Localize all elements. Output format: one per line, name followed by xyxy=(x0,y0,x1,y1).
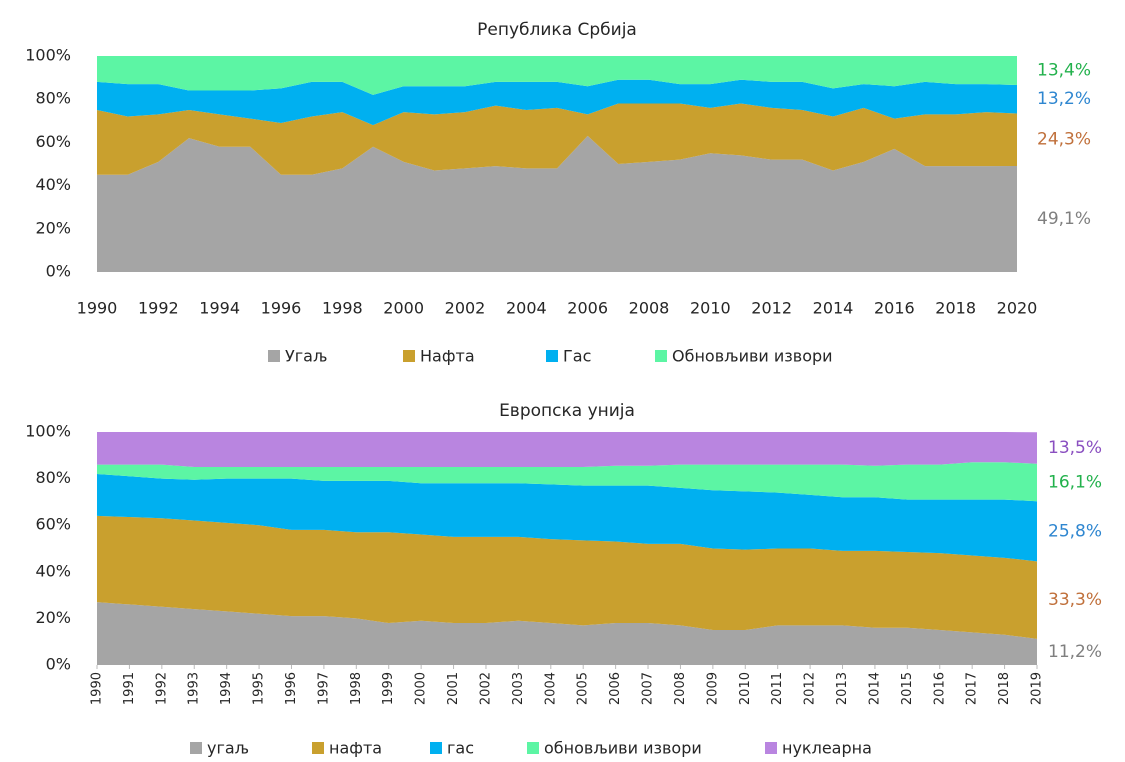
x-tick-label: 2009 xyxy=(705,672,720,705)
x-tick-label: 2017 xyxy=(965,672,980,705)
x-tick-label: 2020 xyxy=(997,299,1038,318)
x-tick-label: 2008 xyxy=(673,672,688,705)
x-tick-label: 1992 xyxy=(154,672,169,705)
area xyxy=(97,515,1037,639)
legend-label: угаљ xyxy=(207,739,249,758)
legend-swatch xyxy=(655,350,667,362)
x-tick-label: 2002 xyxy=(478,672,493,705)
y-tick-label: 40% xyxy=(35,175,71,194)
x-tick-label: 2018 xyxy=(997,672,1012,705)
legend-swatch xyxy=(546,350,558,362)
y-tick-label: 20% xyxy=(35,218,71,237)
y-tick-label: 100% xyxy=(25,46,71,65)
value-label: 49,1% xyxy=(1037,209,1091,229)
x-tick-label: 1994 xyxy=(219,672,234,705)
x-tick-label: 1993 xyxy=(187,672,202,705)
legend-label: нуклеарна xyxy=(782,739,872,758)
value-label: 13,2% xyxy=(1037,89,1091,109)
area xyxy=(97,103,1017,175)
x-tick-label: 2013 xyxy=(835,672,850,705)
x-tick-label: 2012 xyxy=(803,672,818,705)
x-tick-label: 1990 xyxy=(77,299,118,318)
legend-swatch xyxy=(527,742,539,754)
x-tick-label: 2010 xyxy=(690,299,731,318)
x-tick-label: 1997 xyxy=(316,672,331,705)
chart-title: Европска унија xyxy=(499,401,635,421)
x-tick-label: 1999 xyxy=(381,672,396,705)
y-tick-label: 80% xyxy=(35,89,71,108)
y-tick-label: 0% xyxy=(46,262,71,281)
area xyxy=(97,462,1037,502)
x-tick-label: 2014 xyxy=(867,672,882,705)
area xyxy=(97,135,1017,272)
y-tick-label: 40% xyxy=(35,561,71,580)
legend-swatch xyxy=(268,350,280,362)
x-tick-label: 1998 xyxy=(349,672,364,705)
legend-label: Нафта xyxy=(420,347,475,366)
value-label: 16,1% xyxy=(1048,472,1102,492)
x-tick-label: 2004 xyxy=(506,299,547,318)
y-tick-label: 20% xyxy=(35,608,71,627)
area xyxy=(97,432,1037,467)
x-tick-label: 2015 xyxy=(900,672,915,705)
x-tick-label: 2001 xyxy=(446,672,461,705)
x-tick-label: 2012 xyxy=(751,299,792,318)
legend-label: Гас xyxy=(563,347,591,366)
y-tick-label: 0% xyxy=(46,655,71,674)
x-tick-label: 1991 xyxy=(122,672,137,705)
x-tick-label: 2003 xyxy=(511,672,526,705)
x-tick-label: 2019 xyxy=(1030,672,1045,705)
value-label: 33,3% xyxy=(1048,590,1102,610)
legend-swatch xyxy=(312,742,324,754)
legend-label: обновљиви извори xyxy=(544,739,702,758)
x-tick-label: 2008 xyxy=(629,299,670,318)
x-tick-label: 1996 xyxy=(261,299,302,318)
x-tick-label: 2002 xyxy=(445,299,486,318)
x-tick-label: 1996 xyxy=(284,672,299,705)
y-tick-label: 100% xyxy=(25,422,71,441)
x-tick-label: 1995 xyxy=(252,672,267,705)
x-tick-label: 2010 xyxy=(738,672,753,705)
value-label: 13,5% xyxy=(1048,438,1102,458)
chart-title: Република Србија xyxy=(477,20,637,40)
value-label: 25,8% xyxy=(1048,521,1102,541)
x-tick-label: 2016 xyxy=(932,672,947,705)
value-label: 24,3% xyxy=(1037,130,1091,150)
x-tick-label: 2006 xyxy=(567,299,608,318)
legend-swatch xyxy=(430,742,442,754)
y-tick-label: 60% xyxy=(35,515,71,534)
x-tick-label: 1994 xyxy=(199,299,240,318)
x-tick-label: 2016 xyxy=(874,299,915,318)
x-tick-label: 2007 xyxy=(641,672,656,705)
area xyxy=(97,602,1037,665)
x-tick-label: 1998 xyxy=(322,299,363,318)
x-tick-label: 1992 xyxy=(138,299,179,318)
legend-swatch xyxy=(765,742,777,754)
area xyxy=(97,473,1037,562)
legend-swatch xyxy=(403,350,415,362)
legend-swatch xyxy=(190,742,202,754)
legend-label: Угаљ xyxy=(285,347,327,366)
x-tick-label: 1990 xyxy=(90,672,105,705)
x-tick-label: 2004 xyxy=(543,672,558,705)
area xyxy=(97,56,1017,95)
legend-label: Обновљиви извори xyxy=(672,347,833,366)
x-tick-label: 2006 xyxy=(608,672,623,705)
x-tick-label: 2011 xyxy=(770,672,785,705)
legend-label: нафта xyxy=(329,739,382,758)
x-tick-label: 2018 xyxy=(935,299,976,318)
value-label: 11,2% xyxy=(1048,642,1102,662)
y-tick-label: 60% xyxy=(35,132,71,151)
x-tick-label: 2014 xyxy=(813,299,854,318)
x-tick-label: 2000 xyxy=(383,299,424,318)
y-tick-label: 80% xyxy=(35,468,71,487)
value-label: 13,4% xyxy=(1037,60,1091,80)
area xyxy=(97,79,1017,126)
x-tick-label: 2000 xyxy=(414,672,429,705)
legend-label: гас xyxy=(447,739,474,758)
x-tick-label: 2005 xyxy=(576,672,591,705)
